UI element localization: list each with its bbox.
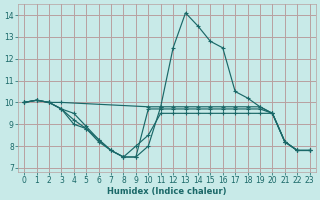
X-axis label: Humidex (Indice chaleur): Humidex (Indice chaleur) xyxy=(107,187,227,196)
